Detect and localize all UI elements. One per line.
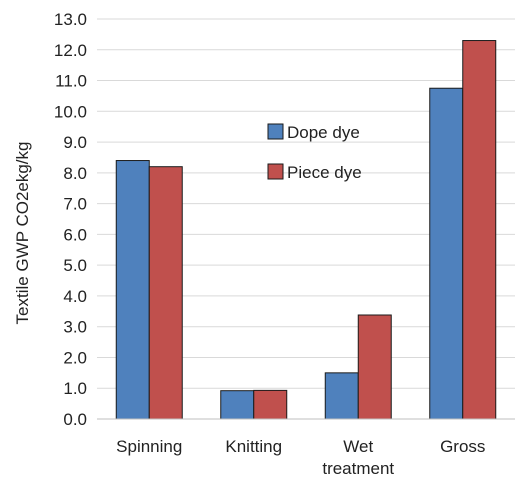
y-tick-label: 2.0 <box>63 348 87 367</box>
y-tick-label: 1.0 <box>63 379 87 398</box>
y-axis-label: Textile GWP CO2ekg/kg <box>13 142 32 325</box>
legend-label: Dope dye <box>287 123 360 142</box>
legend-swatch <box>267 123 284 140</box>
x-tick-label: Wet <box>343 437 373 456</box>
legend-swatch <box>267 163 284 180</box>
x-tick-label: treatment <box>322 459 394 478</box>
y-tick-label: 4.0 <box>63 287 87 306</box>
bar-dope-dye <box>115 160 150 420</box>
legend-label: Piece dye <box>287 163 362 182</box>
bar-piece-dye <box>148 166 183 420</box>
bar-dope-dye <box>324 372 359 420</box>
y-axis-ticks: 0.0 1.0 2.0 3.0 4.0 5.0 6.0 7.0 8.0 9.0 10.0 11.0 12… <box>54 10 87 429</box>
y-tick-label: 13.0 <box>54 10 87 29</box>
x-tick-label: Spinning <box>116 437 182 456</box>
y-tick-label: 3.0 <box>63 318 87 337</box>
y-tick-label: 0.0 <box>63 410 87 429</box>
bars <box>115 40 497 420</box>
bar-dope-dye <box>220 390 255 420</box>
x-tick-label: Knitting <box>225 437 282 456</box>
bar-piece-dye <box>462 40 497 420</box>
y-tick-label: 6.0 <box>63 225 87 244</box>
y-tick-label: 5.0 <box>63 256 87 275</box>
bar-dope-dye <box>429 87 464 420</box>
legend: Dope dye Piece dye <box>267 123 362 182</box>
x-axis-ticks: Spinning Knitting Wet treatment Gross <box>116 437 485 478</box>
bar-piece-dye <box>253 389 288 420</box>
y-tick-label: 9.0 <box>63 133 87 152</box>
y-tick-label: 10.0 <box>54 102 87 121</box>
y-tick-label: 11.0 <box>55 72 87 91</box>
y-tick-label: 7.0 <box>63 195 87 214</box>
bar-piece-dye <box>357 314 392 420</box>
x-tick-label: Gross <box>440 437 485 456</box>
y-tick-label: 12.0 <box>54 41 87 60</box>
y-tick-label: 8.0 <box>63 164 87 183</box>
